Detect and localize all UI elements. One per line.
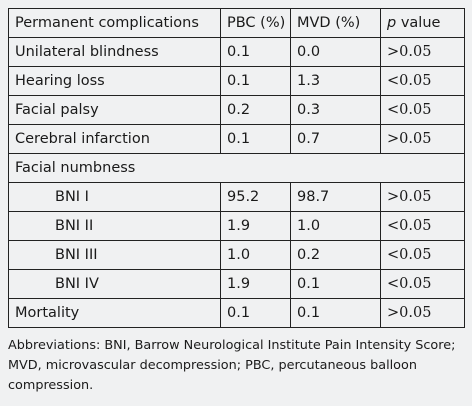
pbc-value: 0.1 xyxy=(220,66,291,96)
pbc-value: 1.9 xyxy=(220,211,291,241)
section-row-facial-numbness: Facial numbness xyxy=(8,153,465,183)
row-label: BNI II xyxy=(8,211,221,241)
pvalue-word: value xyxy=(400,15,441,31)
row-label: BNI III xyxy=(8,240,221,270)
p-value: >0.05 xyxy=(380,124,465,154)
p-value: >0.05 xyxy=(380,182,465,212)
table-subrow: BNI IV 1.9 0.1 <0.05 xyxy=(8,269,465,299)
row-label: BNI IV xyxy=(8,269,221,299)
mvd-value: 0.2 xyxy=(290,240,381,270)
mvd-value: 0.7 xyxy=(290,124,381,154)
mvd-value: 0.0 xyxy=(290,37,381,67)
mvd-value: 98.7 xyxy=(290,182,381,212)
row-label: Hearing loss xyxy=(8,66,221,96)
p-value: <0.05 xyxy=(380,211,465,241)
pvalue-p: p xyxy=(387,15,397,31)
table-subrow: BNI II 1.9 1.0 <0.05 xyxy=(8,211,465,241)
table-row: Mortality 0.1 0.1 >0.05 xyxy=(8,298,465,328)
p-value: <0.05 xyxy=(380,269,465,299)
p-value: <0.05 xyxy=(380,95,465,125)
table-row: Hearing loss 0.1 1.3 <0.05 xyxy=(8,66,465,96)
p-value: <0.05 xyxy=(380,240,465,270)
p-value: >0.05 xyxy=(380,37,465,67)
p-value: >0.05 xyxy=(380,298,465,328)
pbc-value: 0.1 xyxy=(220,124,291,154)
row-label: Cerebral infarction xyxy=(8,124,221,154)
pbc-value: 1.9 xyxy=(220,269,291,299)
table-row: Unilateral blindness 0.1 0.0 >0.05 xyxy=(8,37,465,67)
row-label: BNI I xyxy=(8,182,221,212)
table-header-row: Permanent complications PBC (%) MVD (%) … xyxy=(8,8,465,38)
table-row: Facial palsy 0.2 0.3 <0.05 xyxy=(8,95,465,125)
mvd-value: 1.0 xyxy=(290,211,381,241)
complications-table: Permanent complications PBC (%) MVD (%) … xyxy=(8,8,465,328)
pbc-value: 95.2 xyxy=(220,182,291,212)
mvd-value: 0.3 xyxy=(290,95,381,125)
header-complications: Permanent complications xyxy=(8,8,221,38)
mvd-value: 0.1 xyxy=(290,269,381,299)
mvd-value: 0.1 xyxy=(290,298,381,328)
p-value: <0.05 xyxy=(380,66,465,96)
row-label: Mortality xyxy=(8,298,221,328)
table-subrow: BNI III 1.0 0.2 <0.05 xyxy=(8,240,465,270)
table-body: Unilateral blindness 0.1 0.0 >0.05 Hearing l… xyxy=(8,37,465,328)
table-row: Cerebral infarction 0.1 0.7 >0.05 xyxy=(8,124,465,154)
row-label: Unilateral blindness xyxy=(8,37,221,67)
table-subrow: BNI I 95.2 98.7 >0.05 xyxy=(8,182,465,212)
abbreviations-footnote: Abbreviations: BNI, Barrow Neurological … xyxy=(8,338,456,393)
pbc-value: 0.1 xyxy=(220,298,291,328)
header-mvd: MVD (%) xyxy=(290,8,381,38)
pbc-value: 1.0 xyxy=(220,240,291,270)
header-pvalue: p value xyxy=(380,8,465,38)
header-pbc: PBC (%) xyxy=(220,8,291,38)
section-label: Facial numbness xyxy=(8,153,465,183)
pbc-value: 0.2 xyxy=(220,95,291,125)
pbc-value: 0.1 xyxy=(220,37,291,67)
mvd-value: 1.3 xyxy=(290,66,381,96)
row-label: Facial palsy xyxy=(8,95,221,125)
